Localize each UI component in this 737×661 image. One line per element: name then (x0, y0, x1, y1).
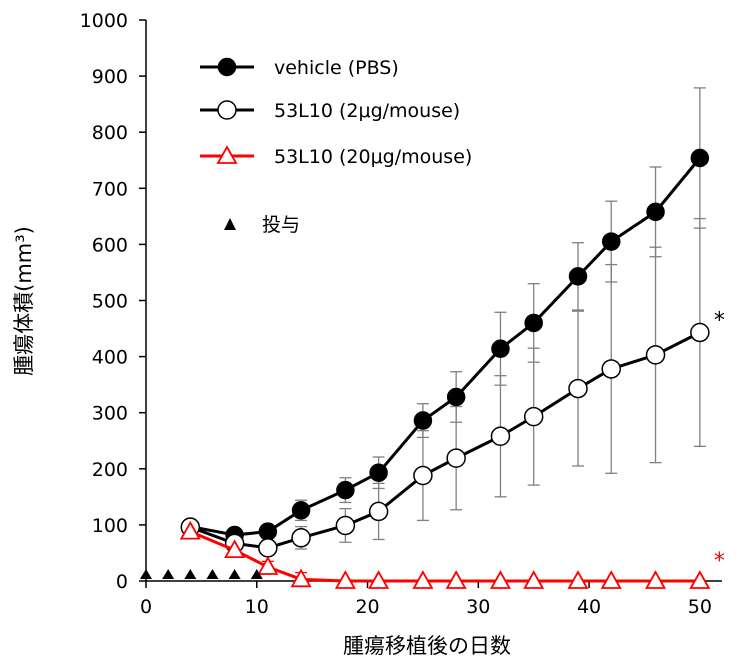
data-point (336, 516, 354, 534)
annotations: ** (714, 308, 725, 574)
y-tick-label: 400 (92, 347, 128, 369)
y-tick-label: 900 (92, 66, 128, 88)
x-tick-label: 40 (577, 596, 601, 618)
x-tick-label: 10 (245, 596, 269, 618)
data-point (337, 482, 354, 499)
data-point (569, 380, 587, 398)
data-point (525, 314, 542, 331)
y-tick-label: 100 (92, 515, 128, 537)
data-point (259, 523, 276, 540)
x-tick-label: 20 (355, 596, 379, 618)
data-point (525, 408, 543, 426)
legend-label: 53L10 (20μg/mouse) (274, 146, 472, 168)
data-point (293, 502, 310, 519)
dose-legend-label: 投与 (262, 214, 300, 236)
legend: vehicle (PBS) 53L10 (2μg/mouse) 53L10 (20μ… (200, 57, 472, 236)
legend-label: 53L10 (2μg/mouse) (274, 100, 460, 122)
data-point (603, 233, 620, 250)
data-point (414, 467, 432, 485)
data-point (259, 558, 277, 574)
significance-asterisk: * (714, 549, 725, 574)
series-layer (181, 150, 709, 588)
y-tick-label: 0 (116, 571, 128, 593)
data-point (647, 203, 664, 220)
dose-marker (184, 569, 196, 579)
data-point (691, 150, 708, 167)
y-tick-label: 600 (92, 234, 128, 256)
data-point (259, 539, 277, 557)
series-line-2 (190, 332, 700, 547)
y-tick-label: 300 (92, 403, 128, 425)
y-tick-label: 200 (92, 459, 128, 481)
data-point (414, 412, 431, 429)
x-tick-label: 0 (140, 596, 152, 618)
significance-asterisk: * (714, 308, 725, 333)
y-tick-label: 500 (92, 291, 128, 313)
data-point (370, 502, 388, 520)
x-axis-title: 腫瘍移植後の日数 (343, 634, 511, 658)
legend-marker (219, 59, 236, 76)
data-point (492, 340, 509, 357)
data-point (647, 346, 665, 364)
dose-marker (206, 569, 218, 579)
data-point (691, 323, 709, 341)
x-tick-label: 30 (466, 596, 490, 618)
dose-legend-marker (224, 218, 236, 230)
data-point (292, 529, 310, 547)
y-axis-title: 腫瘍体積(mm³) (12, 226, 36, 376)
data-point (447, 449, 465, 467)
y-tick-label: 700 (92, 178, 128, 200)
x-tick-label: 50 (688, 596, 712, 618)
legend-label: vehicle (PBS) (274, 57, 399, 79)
y-tick-label: 1000 (80, 10, 128, 32)
data-point (370, 464, 387, 481)
dosing-markers (140, 569, 263, 579)
legend-marker (218, 101, 236, 119)
y-tick-label: 800 (92, 122, 128, 144)
dose-marker (162, 569, 174, 579)
data-point (448, 388, 465, 405)
dose-marker (140, 569, 152, 579)
data-point (602, 360, 620, 378)
data-point (491, 427, 509, 445)
data-point (570, 268, 587, 285)
dose-marker (229, 569, 241, 579)
